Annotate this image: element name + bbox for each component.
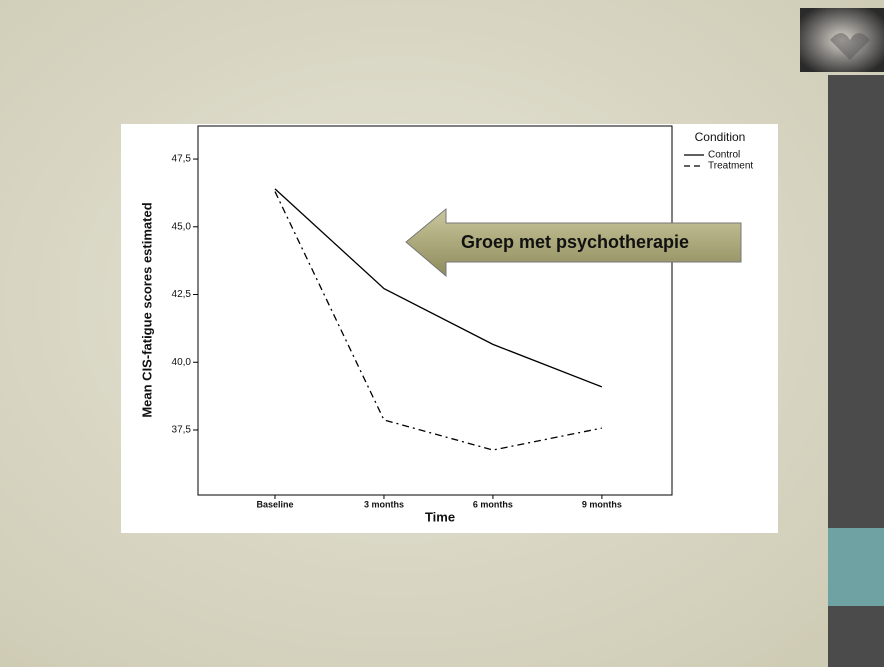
x-tick-label: Baseline xyxy=(256,499,293,509)
x-axis-label: Time xyxy=(425,509,455,524)
annotation: Groep met psychotherapie xyxy=(461,232,689,252)
y-tick-label: 47,5 xyxy=(172,154,192,165)
x-tick-label: 6 months xyxy=(473,499,513,509)
y-tick-label: 40,0 xyxy=(172,357,192,368)
y-axis-label: Mean CIS-fatigue scores estimated xyxy=(139,202,154,417)
side-accent xyxy=(828,528,884,606)
x-tick-label: 3 months xyxy=(364,499,404,509)
legend-label: Control xyxy=(708,150,740,161)
x-tick-label: 9 months xyxy=(582,499,622,509)
y-tick-label: 42,5 xyxy=(172,289,192,300)
legend-label: Treatment xyxy=(708,161,753,172)
chart-panel xyxy=(121,124,778,533)
y-tick-label: 45,0 xyxy=(172,221,192,232)
y-tick-label: 37,5 xyxy=(172,425,192,436)
legend-title: Condition xyxy=(695,130,746,144)
page: Mean CIS-fatigue scores estimated Time C… xyxy=(0,0,884,667)
slide: Mean CIS-fatigue scores estimated Time C… xyxy=(0,0,884,667)
